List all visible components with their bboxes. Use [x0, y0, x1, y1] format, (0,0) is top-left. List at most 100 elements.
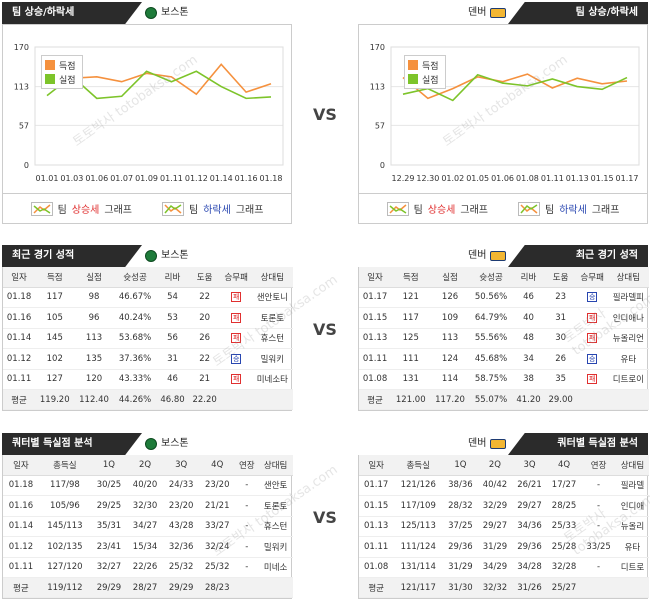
y-tick-label: 57 [375, 121, 385, 130]
column-header: 승무패 [576, 267, 608, 288]
average-cell: 112.40 [74, 389, 114, 410]
left-recent-header: 최근 경기 성적 보스톤 [2, 245, 292, 267]
table-cell: 인디애나 [607, 307, 649, 329]
win-badge: 승 [587, 353, 598, 364]
table-cell: 113 [74, 328, 114, 349]
left-trend-panel: 팀 상승/하락세 보스톤 170 113 57 0 01.01 01.03 01.06 01.… [2, 2, 292, 224]
up-trend-legend: 팀 상승세 그래프 [386, 201, 488, 216]
table-cell: 패 [220, 307, 252, 329]
column-header: 일자 [359, 267, 392, 288]
table-row: 01.15 117/109 28/32 32/29 29/27 28/25- 인디애 [359, 495, 649, 517]
table-cell: 01.15 [359, 307, 392, 329]
down-highlight: 하락세 [559, 205, 587, 216]
x-tick-label: 01.15 [591, 174, 614, 183]
table-cell: 53 [156, 307, 189, 329]
scored-series-line [402, 73, 628, 100]
x-tick-label: 01.11 [160, 174, 183, 183]
table-cell: 01.13 [359, 516, 394, 537]
right-team-label: 덴버 [468, 2, 507, 24]
vs-label-quarter: VS [313, 508, 337, 527]
table-cell: 121 [391, 287, 431, 308]
down-suffix: 그래프 [591, 205, 620, 216]
table-cell: 17/27 [546, 475, 582, 496]
table-row: 01.18 117 98 46.67% 54 22 패 샌안토니 [3, 287, 293, 308]
x-tick-label: 01.11 [541, 174, 564, 183]
table-cell: 29/27 [512, 495, 547, 517]
table-header-row: 일자 득점 실점 슛성공 리바 도움 승무패 상대팀 [3, 267, 293, 288]
loss-badge: 패 [587, 374, 598, 385]
column-header: 연장 [581, 455, 616, 476]
table-cell: 01.08 [359, 557, 394, 578]
table-cell: 120 [74, 369, 114, 390]
up-trend-icon [30, 201, 53, 216]
table-cell: 25/28 [546, 536, 582, 558]
average-cell: 28/27 [127, 577, 164, 598]
table-cell: 32/24 [199, 536, 236, 558]
table-cell: - [235, 475, 259, 496]
average-cell: 29.00 [544, 389, 577, 410]
left-quarter-table-wrap: 일자 총득실 1Q 2Q 3Q 4Q 연장 상대팀 01.18 117/98 30/25 40/20 2… [2, 455, 293, 599]
allowed-swatch [408, 74, 418, 84]
average-cell: 119.20 [35, 389, 75, 410]
table-cell: 33/27 [199, 516, 236, 537]
table-cell: 22 [188, 348, 221, 370]
left-recent-table: 일자 득점 실점 슛성공 리바 도움 승무패 상대팀 01.18 117 98 46.67% 54 22 패… [3, 267, 293, 410]
loss-badge: 패 [231, 292, 242, 303]
legend-scored: 득점 [45, 58, 79, 72]
table-row: 01.14 145/113 35/31 34/27 43/28 33/27- 휴스턴 [3, 516, 293, 537]
up-prefix: 팀 [57, 205, 67, 216]
column-header: 총득실 [38, 455, 91, 476]
average-cell: 28/23 [199, 577, 236, 598]
average-row: 평균 121.00 117.20 55.07% 41.20 29.00 [359, 389, 649, 410]
table-cell: 22/26 [127, 557, 164, 578]
table-cell: 56 [156, 328, 189, 349]
table-cell: 46 [156, 369, 189, 390]
table-cell: 114 [430, 369, 470, 390]
table-cell: 23 [544, 287, 577, 308]
down-trend-legend: 팀 하락세 그래프 [518, 201, 619, 216]
x-tick-label: 01.06 [491, 174, 514, 183]
table-cell: 01.16 [3, 495, 39, 517]
table-row: 01.13 125 113 55.56% 48 30 패 뉴올리언 [359, 328, 649, 349]
average-cell: 31/26 [512, 577, 547, 598]
table-row: 01.08 131 114 58.75% 38 35 패 디트로이 [359, 369, 649, 390]
x-tick-label: 01.08 [516, 174, 539, 183]
table-cell: 25/32 [163, 557, 200, 578]
average-cell: 55.07% [469, 389, 513, 410]
average-cell: 22.20 [188, 389, 221, 410]
table-cell: 50.56% [469, 287, 513, 308]
right-quarter-table-wrap: 일자 총득실 1Q 2Q 3Q 4Q 연장 상대팀 01.17 121/126 38/36 40/42… [358, 455, 649, 599]
x-tick-label: 01.12 [185, 174, 208, 183]
y-tick-label: 170 [370, 43, 385, 52]
table-cell: 디트로 [615, 557, 649, 578]
right-recent-header: 덴버 최근 경기 성적 [358, 245, 648, 267]
average-cell: 121.00 [391, 389, 431, 410]
right-recent-table: 일자 득점 실점 슛성공 리바 도움 승무패 상대팀 01.17 121 126 50.56% 46 23… [359, 267, 649, 410]
left-recent-table-wrap: 일자 득점 실점 슛성공 리바 도움 승무패 상대팀 01.18 117 98 46.67% 54 22 패… [2, 267, 293, 411]
table-cell: 23/41 [90, 536, 127, 558]
average-cell [251, 389, 293, 410]
table-cell: 28/32 [443, 495, 478, 517]
column-header: 득점 [391, 267, 431, 288]
table-cell: 21 [188, 369, 221, 390]
table-cell: 111 [391, 348, 431, 370]
table-cell: 22 [188, 287, 221, 308]
legend-scored: 득점 [408, 58, 442, 72]
table-cell: 01.17 [359, 475, 394, 496]
table-row: 01.17 121 126 50.56% 46 23 승 필라델피 [359, 287, 649, 308]
celtics-logo-icon [145, 250, 157, 262]
table-cell: 117/109 [393, 495, 444, 517]
up-trend-legend: 팀 상승세 그래프 [30, 201, 132, 216]
table-cell: 26 [544, 348, 577, 370]
y-tick-label: 170 [14, 43, 29, 52]
average-cell [220, 389, 252, 410]
table-cell: 승 [576, 287, 608, 308]
x-tick-label: 01.02 [441, 174, 464, 183]
table-cell: 64.79% [469, 307, 513, 329]
table-cell: 121/126 [393, 475, 444, 496]
table-row: 01.12 102 135 37.36% 31 22 승 밀워키 [3, 348, 293, 370]
right-team-name: 덴버 [468, 250, 487, 261]
table-cell: - [235, 516, 259, 537]
table-cell: 23/20 [199, 475, 236, 496]
